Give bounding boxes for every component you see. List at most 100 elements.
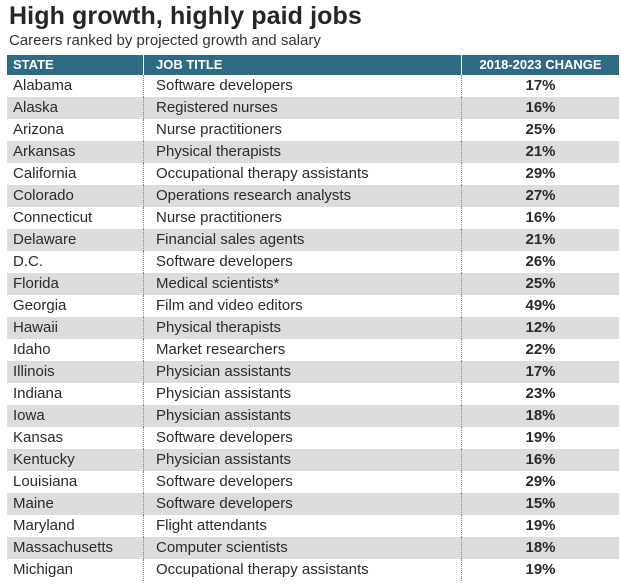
table-row: Michigan Occupational therapy assistants… — [7, 559, 619, 581]
table-header: STATE JOB TITLE 2018-2023 CHANGE — [7, 55, 619, 75]
cell-change: 21% — [461, 141, 619, 163]
cell-change: 15% — [461, 493, 619, 515]
cell-job-title: Computer scientists — [143, 537, 461, 559]
cell-state: Alaska — [13, 99, 59, 116]
cell-change: 21% — [461, 229, 619, 251]
cell-change: 29% — [461, 471, 619, 493]
table-row: Alabama Software developers 17% — [7, 75, 619, 97]
table-row: Arkansas Physical therapists 21% — [7, 141, 619, 163]
table-row: Kansas Software developers 19% — [7, 427, 619, 449]
cell-job-title: Film and video editors — [143, 295, 461, 317]
cell-change: 26% — [461, 251, 619, 273]
cell-state: Georgia — [13, 297, 67, 314]
cell-state: Iowa — [13, 407, 45, 424]
cell-change: 18% — [461, 537, 619, 559]
table-row: Illinois Physician assistants 17% — [7, 361, 619, 383]
cell-change: 17% — [461, 75, 619, 97]
cell-state: Indiana — [13, 385, 63, 402]
cell-state: Arkansas — [13, 143, 76, 160]
table-row: D.C. Software developers 26% — [7, 251, 619, 273]
cell-state: Delaware — [13, 231, 77, 248]
cell-change: 16% — [461, 207, 619, 229]
cell-change: 29% — [461, 163, 619, 185]
cell-state: Maine — [13, 495, 54, 512]
cell-job-title: Physician assistants — [143, 383, 461, 405]
table-row: Maryland Flight attendants 19% — [7, 515, 619, 537]
cell-job-title: Physician assistants — [143, 361, 461, 383]
cell-state: Louisiana — [13, 473, 78, 490]
cell-job-title: Registered nurses — [143, 97, 461, 119]
cell-job-title: Occupational therapy assistants — [143, 163, 461, 185]
table-row: Massachusetts Computer scientists 18% — [7, 537, 619, 559]
cell-change: 23% — [461, 383, 619, 405]
table-row: Georgia Film and video editors 49% — [7, 295, 619, 317]
cell-job-title: Operations research analysts — [143, 185, 461, 207]
column-header-change: 2018-2023 CHANGE — [461, 55, 619, 75]
cell-change: 18% — [461, 405, 619, 427]
table-row: Idaho Market researchers 22% — [7, 339, 619, 361]
table-row: Maine Software developers 15% — [7, 493, 619, 515]
cell-change: 19% — [461, 559, 619, 581]
cell-state: Illinois — [13, 363, 55, 380]
table-row: Hawaii Physical therapists 12% — [7, 317, 619, 339]
cell-state: Hawaii — [13, 319, 59, 336]
cell-job-title: Flight attendants — [143, 515, 461, 537]
cell-job-title: Software developers — [143, 471, 461, 493]
table-row: Connecticut Nurse practitioners 16% — [7, 207, 619, 229]
table-row: Delaware Financial sales agents 21% — [7, 229, 619, 251]
table-row: Kentucky Physician assistants 16% — [7, 449, 619, 471]
table-row: California Occupational therapy assistan… — [7, 163, 619, 185]
cell-job-title: Software developers — [143, 251, 461, 273]
cell-job-title: Software developers — [143, 427, 461, 449]
cell-change: 17% — [461, 361, 619, 383]
table-row: Florida Medical scientists* 25% — [7, 273, 619, 295]
page-subtitle: Careers ranked by projected growth and s… — [9, 32, 321, 49]
cell-state: Massachusetts — [13, 539, 114, 556]
page-title: High growth, highly paid jobs — [9, 2, 362, 30]
cell-job-title: Physical therapists — [143, 141, 461, 163]
table-row: Iowa Physician assistants 18% — [7, 405, 619, 427]
table-row: Indiana Physician assistants 23% — [7, 383, 619, 405]
cell-job-title: Physician assistants — [143, 405, 461, 427]
cell-job-title: Nurse practitioners — [143, 119, 461, 141]
table-row: Louisiana Software developers 29% — [7, 471, 619, 493]
cell-change: 25% — [461, 119, 619, 141]
cell-state: California — [13, 165, 77, 182]
cell-job-title: Physician assistants — [143, 449, 461, 471]
cell-state: Connecticut — [13, 209, 93, 226]
cell-state: Kentucky — [13, 451, 75, 468]
cell-change: 22% — [461, 339, 619, 361]
cell-change: 12% — [461, 317, 619, 339]
column-header-job-title: JOB TITLE — [143, 55, 461, 75]
cell-change: 25% — [461, 273, 619, 295]
cell-job-title: Software developers — [143, 75, 461, 97]
cell-state: D.C. — [13, 253, 43, 270]
cell-job-title: Medical scientists* — [143, 273, 461, 295]
column-header-state: STATE — [13, 57, 54, 72]
jobs-table: STATE JOB TITLE 2018-2023 CHANGE Alabama… — [7, 55, 619, 581]
cell-change: 27% — [461, 185, 619, 207]
cell-job-title: Physical therapists — [143, 317, 461, 339]
cell-state: Arizona — [13, 121, 64, 138]
cell-state: Michigan — [13, 561, 74, 578]
cell-state: Maryland — [13, 517, 75, 534]
cell-change: 49% — [461, 295, 619, 317]
cell-change: 19% — [461, 515, 619, 537]
cell-job-title: Software developers — [143, 493, 461, 515]
table-row: Arizona Nurse practitioners 25% — [7, 119, 619, 141]
cell-change: 19% — [461, 427, 619, 449]
cell-job-title: Occupational therapy assistants — [143, 559, 461, 581]
table-row: Colorado Operations research analysts 27… — [7, 185, 619, 207]
cell-state: Kansas — [13, 429, 64, 446]
cell-job-title: Financial sales agents — [143, 229, 461, 251]
cell-state: Idaho — [13, 341, 51, 358]
table-row: Alaska Registered nurses 16% — [7, 97, 619, 119]
cell-state: Florida — [13, 275, 59, 292]
cell-state: Colorado — [13, 187, 74, 204]
cell-change: 16% — [461, 97, 619, 119]
cell-change: 16% — [461, 449, 619, 471]
cell-state: Alabama — [13, 77, 73, 94]
cell-job-title: Market researchers — [143, 339, 461, 361]
cell-job-title: Nurse practitioners — [143, 207, 461, 229]
